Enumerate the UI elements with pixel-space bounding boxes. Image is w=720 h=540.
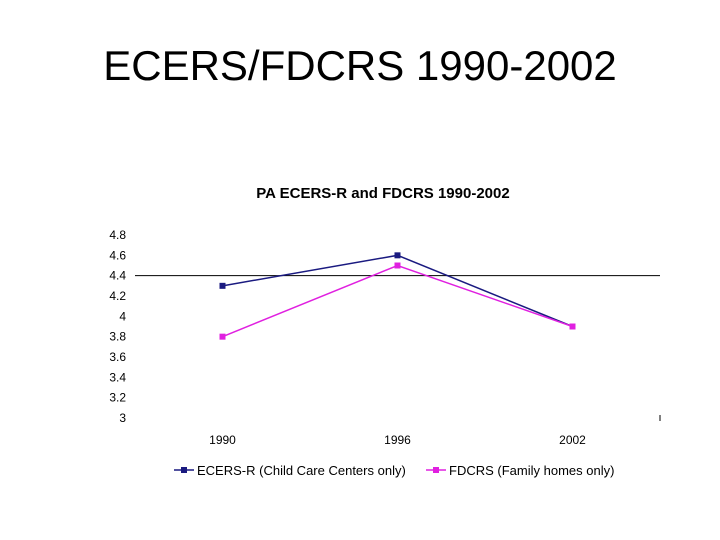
legend-swatch-marker	[433, 467, 439, 473]
legend-swatch-marker	[181, 467, 187, 473]
y-tick-label: 4.4	[109, 269, 126, 283]
y-tick-label: 3.6	[109, 350, 126, 364]
legend-label: ECERS-R (Child Care Centers only)	[197, 463, 406, 478]
y-tick-label: 3.8	[109, 330, 126, 344]
x-tick-label: 1990	[209, 433, 236, 447]
slide-title: ECERS/FDCRS 1990-2002	[103, 42, 617, 89]
x-tick-label: 2002	[559, 433, 586, 447]
y-tick-label: 4.2	[109, 289, 126, 303]
series-1-point	[394, 252, 401, 259]
y-tick-label: 3.4	[109, 370, 126, 384]
y-tick-label: 4	[119, 309, 126, 323]
y-tick-label: 3	[119, 411, 126, 425]
chart-title: PA ECERS-R and FDCRS 1990-2002	[256, 185, 509, 202]
y-tick-label: 4.8	[109, 228, 126, 242]
series-1-point	[219, 282, 226, 289]
series-2-point	[219, 333, 226, 340]
legend-label: FDCRS (Family homes only)	[449, 463, 614, 478]
y-tick-label: 4.6	[109, 248, 126, 262]
y-tick-label: 3.2	[109, 391, 126, 405]
series-2-point	[569, 323, 576, 330]
series-2-point	[394, 262, 401, 269]
x-tick-label: 1996	[384, 433, 411, 447]
